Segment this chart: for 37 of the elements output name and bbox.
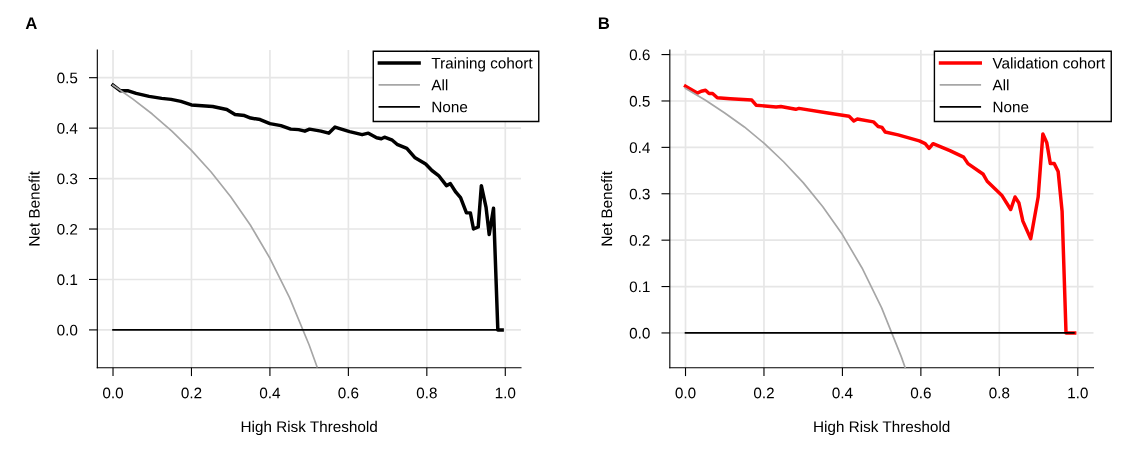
y-tick-label: 0.1 bbox=[57, 274, 78, 286]
y-tick-label: 0.3 bbox=[629, 188, 650, 200]
chart-title: B bbox=[598, 17, 610, 29]
y-tick-label: 0.3 bbox=[57, 173, 78, 185]
y-tick-label: 0.0 bbox=[57, 324, 78, 336]
x-tick-label: 0.2 bbox=[753, 387, 774, 399]
y-axis-title: Net Benefit bbox=[28, 171, 40, 246]
y-tick-label: 0.2 bbox=[629, 235, 650, 246]
x-axis-title: High Risk Threshold bbox=[814, 420, 950, 436]
legend-label: None bbox=[993, 101, 1029, 113]
y-tick-label: 0.5 bbox=[57, 72, 78, 84]
y-tick-label: 0.5 bbox=[629, 95, 650, 107]
y-tick-label: 0.4 bbox=[57, 123, 78, 134]
chart-title: A bbox=[25, 17, 37, 29]
y-tick-label: 0.0 bbox=[629, 327, 650, 339]
x-tick-label: 0.0 bbox=[675, 387, 696, 399]
y-axis-title: Net Benefit bbox=[601, 171, 613, 246]
x-tick-label: 1.0 bbox=[495, 387, 516, 399]
x-tick-label: 0.2 bbox=[181, 387, 202, 399]
x-tick-label: 0.8 bbox=[416, 387, 437, 399]
legend-label: None bbox=[432, 101, 468, 113]
legend-label: All bbox=[992, 79, 1009, 91]
legend-label: Training cohort bbox=[431, 57, 533, 72]
x-tick-label: 0.4 bbox=[832, 387, 853, 399]
x-axis-title: High Risk Threshold bbox=[241, 420, 377, 436]
x-tick-label: 1.0 bbox=[1068, 387, 1088, 399]
x-tick-label: 0.6 bbox=[910, 387, 931, 399]
legend-label: Validation cohort bbox=[992, 57, 1106, 69]
x-tick-label: 0.8 bbox=[989, 387, 1010, 399]
x-tick-label: 0.6 bbox=[338, 387, 359, 399]
y-tick-label: 0.1 bbox=[629, 281, 650, 293]
x-tick-label: 0.4 bbox=[259, 387, 281, 399]
x-tick-label: 0.0 bbox=[102, 387, 124, 399]
y-tick-label: 0.4 bbox=[629, 142, 650, 154]
y-tick-label: 0.6 bbox=[629, 49, 650, 61]
legend-label: All bbox=[431, 79, 448, 91]
y-tick-label: 0.2 bbox=[57, 223, 78, 235]
